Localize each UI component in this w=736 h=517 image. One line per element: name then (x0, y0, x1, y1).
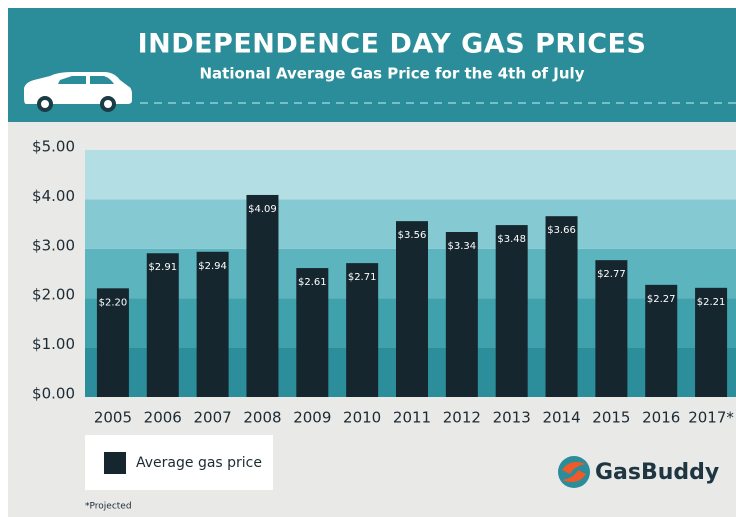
value-label: $2.61 (298, 277, 327, 288)
y-tick-label: $0.00 (32, 385, 75, 403)
value-label: $2.21 (697, 297, 726, 308)
x-tick-label: 2016 (642, 409, 680, 427)
x-tick-label: 2012 (443, 409, 481, 427)
y-tick-label: $5.00 (32, 138, 75, 156)
value-label: $3.48 (497, 234, 526, 245)
bar (346, 263, 378, 397)
brand-name: GasBuddy (595, 460, 719, 485)
x-tick-label: 2007 (194, 409, 232, 427)
x-tick-label: 2017* (688, 409, 734, 427)
bar (496, 225, 528, 397)
value-label: $3.66 (547, 225, 576, 236)
bar (197, 252, 229, 397)
bar (396, 221, 428, 397)
value-label: $2.71 (348, 272, 377, 283)
footnote: *Projected (85, 502, 132, 512)
chart-subtitle: National Average Gas Price for the 4th o… (200, 65, 585, 83)
x-tick-label: 2006 (144, 409, 182, 427)
y-tick-label: $4.00 (32, 187, 75, 205)
value-label: $2.77 (597, 269, 626, 280)
x-tick-label: 2014 (542, 409, 580, 427)
value-label: $2.91 (148, 262, 177, 273)
legend-swatch (104, 452, 126, 474)
brand-logo (558, 456, 590, 488)
value-label: $2.94 (198, 261, 227, 272)
y-tick-label: $2.00 (32, 286, 75, 304)
value-label: $3.56 (398, 230, 427, 241)
value-label: $4.09 (248, 204, 277, 215)
x-tick-label: 2011 (393, 409, 431, 427)
bar (246, 195, 278, 397)
value-label: $2.20 (99, 297, 128, 308)
x-tick-label: 2010 (343, 409, 381, 427)
chart-title: INDEPENDENCE DAY GAS PRICES (138, 29, 647, 60)
y-tick-label: $3.00 (32, 236, 75, 254)
x-tick-label: 2005 (94, 409, 132, 427)
value-label: $2.27 (647, 294, 676, 305)
bar (147, 253, 179, 397)
x-tick-label: 2013 (493, 409, 531, 427)
infographic: INDEPENDENCE DAY GAS PRICES National Ave… (0, 0, 736, 517)
value-label: $3.34 (448, 241, 477, 252)
bar (446, 232, 478, 397)
background-band (85, 150, 736, 199)
legend-label: Average gas price (136, 455, 262, 471)
x-tick-label: 2008 (243, 409, 281, 427)
y-tick-label: $1.00 (32, 335, 75, 353)
bar (546, 216, 578, 397)
plot-area: $0.00 $1.00 $2.00 $3.00 $4.00 $5.00 2005 $2.20 2… (32, 138, 736, 427)
bar (595, 260, 627, 397)
x-tick-label: 2015 (592, 409, 630, 427)
x-tick-label: 2009 (293, 409, 331, 427)
